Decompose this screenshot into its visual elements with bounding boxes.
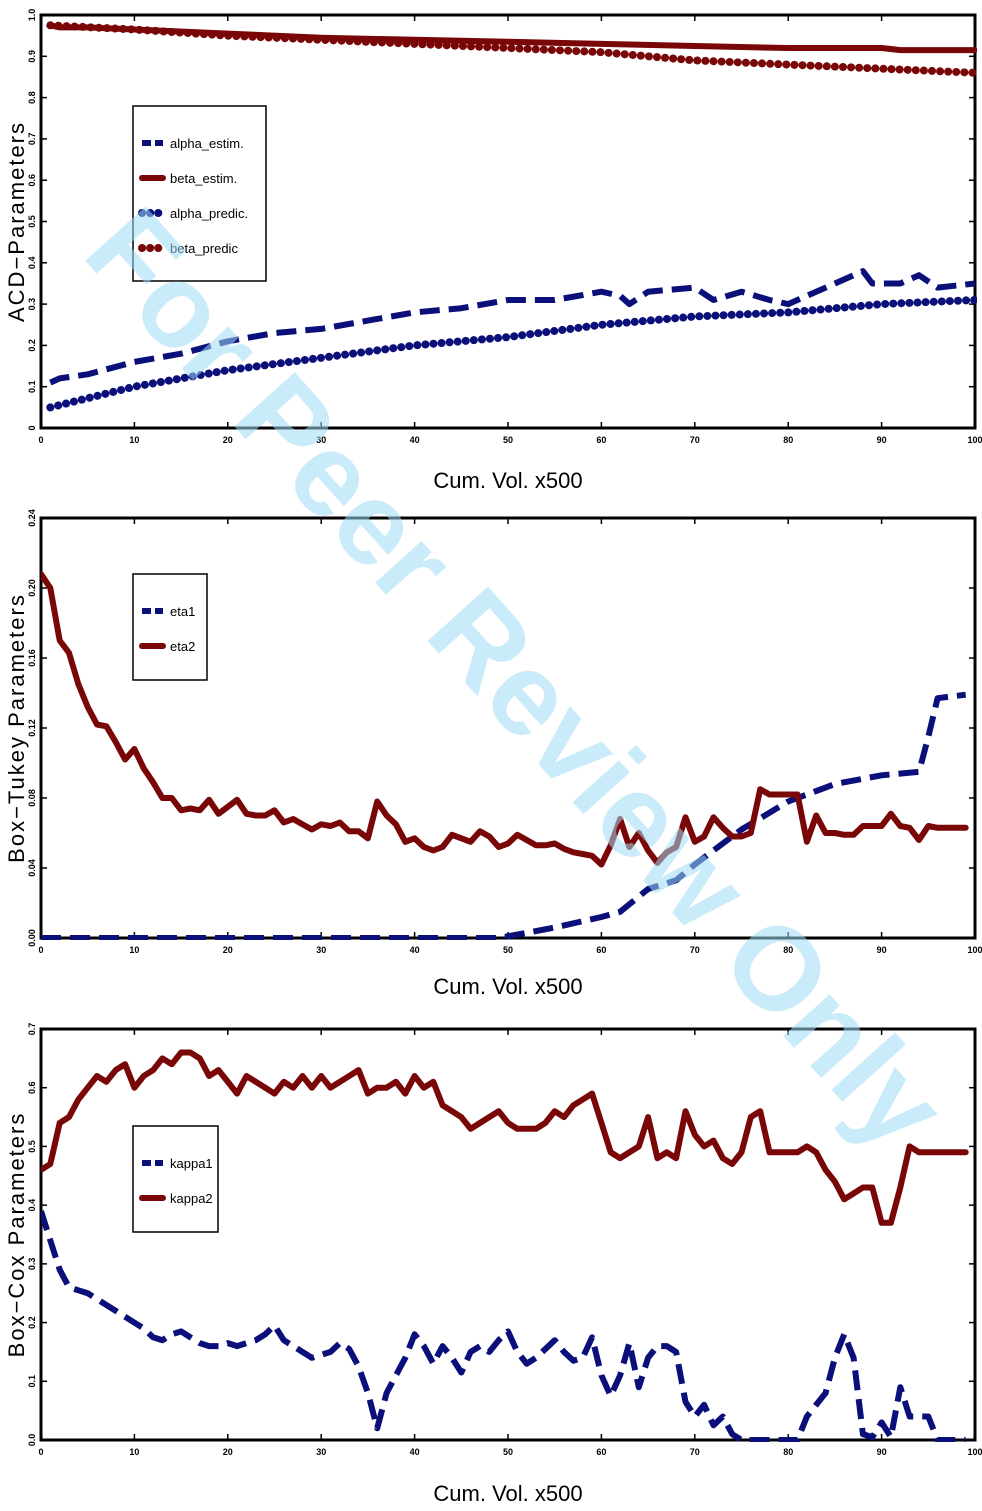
y-tick-label: 0.1: [27, 1375, 37, 1388]
x-tick-label: 40: [410, 945, 420, 955]
series-line-beta-predic: [46, 21, 977, 77]
legend: eta1 eta2: [132, 573, 208, 681]
x-tick-label: 80: [783, 435, 793, 445]
x-tick-label: 100: [967, 435, 982, 445]
x-tick-label: 20: [223, 945, 233, 955]
y-tick-label: 0.7: [27, 1023, 37, 1036]
series-line-kappa2: [41, 1049, 969, 1226]
legend-label: beta_predic: [170, 241, 238, 256]
series-line-alpha-predic: [46, 296, 977, 412]
legend-label: eta2: [170, 639, 195, 654]
acd-parameters-chart: 0 10 20 30 40 50 60 70 80 90 100 0 0.1 0.2 0.3 0.4 0.5 0.…: [4, 9, 982, 493]
legend-label: kappa2: [170, 1191, 213, 1206]
x-tick-label: 100: [967, 1447, 982, 1457]
x-tick-label: 50: [503, 1447, 513, 1457]
x-axis-label: Cum. Vol. x500: [433, 974, 582, 999]
legend: kappa1 kappa2: [132, 1125, 219, 1233]
y-tick-label: 0.4: [27, 1199, 37, 1212]
y-tick-label: 0.2: [27, 339, 37, 352]
x-tick-label: 70: [690, 945, 700, 955]
x-tick-label: 70: [690, 1447, 700, 1457]
y-tick-label: 0.1: [27, 380, 37, 393]
box-cox-parameters-chart: 0 10 20 30 40 50 60 70 80 90 100 0.0 0.1 0.2 0.3 0.4 0.5…: [4, 1023, 982, 1506]
y-tick-label: 0.00: [27, 929, 37, 947]
x-tick-label: 100: [967, 945, 982, 955]
x-tick-label: 0: [38, 435, 43, 445]
y-tick-label: 0.16: [27, 649, 37, 667]
y-tick-label: 0.4: [27, 257, 37, 270]
x-tick-label: 60: [596, 435, 606, 445]
x-tick-label: 20: [223, 1447, 233, 1457]
plot-frame: [39, 1027, 977, 1442]
y-tick-label: 0.08: [27, 789, 37, 807]
x-tick-label: 30: [316, 1447, 326, 1457]
y-tick-label: 0.6: [27, 174, 37, 187]
y-tick-label: 0.7: [27, 133, 37, 146]
box-tukey-parameters-chart: 0 10 20 30 40 50 60 70 80 90 100 0.00 0.04 0.08 0.12 0.…: [4, 509, 982, 999]
y-tick-label: 0.3: [27, 298, 37, 311]
y-tick-label: 0.0: [27, 1434, 37, 1447]
y-axis-label: Box−Cox Parameters: [4, 1112, 29, 1358]
x-tick-label: 60: [596, 945, 606, 955]
y-axis-label: ACD−Parameters: [4, 121, 29, 322]
legend-label: alpha_estim.: [170, 136, 244, 151]
x-tick-label: 0: [38, 1447, 43, 1457]
y-tick-label: 0.6: [27, 1081, 37, 1094]
series-group: [46, 21, 977, 412]
x-tick-label: 0: [38, 945, 43, 955]
y-tick-label: 0.04: [27, 859, 37, 877]
x-tick-label: 40: [410, 435, 420, 445]
y-tick-label: 0.3: [27, 1258, 37, 1271]
y-tick-label: 0.2: [27, 1316, 37, 1329]
legend-box: [132, 1125, 219, 1233]
y-tick-label: 0.5: [27, 1140, 37, 1153]
legend-label: alpha_predic.: [170, 206, 248, 221]
x-tick-label: 30: [316, 945, 326, 955]
y-tick-label: 1.0: [27, 9, 37, 22]
x-tick-label: 50: [503, 435, 513, 445]
y-tick-label: 0.9: [27, 50, 37, 63]
series-line-eta2: [41, 571, 969, 868]
legend-box: [132, 573, 208, 681]
x-tick-label: 50: [503, 945, 513, 955]
x-tick-label: 20: [223, 435, 233, 445]
x-axis-label: Cum. Vol. x500: [433, 468, 582, 493]
x-tick-label: 40: [410, 1447, 420, 1457]
y-tick-label: 0.20: [27, 579, 37, 597]
x-tick-label: 60: [596, 1447, 606, 1457]
y-axis-label: Box−Tukey Parameters: [4, 593, 29, 863]
y-tick-label: 0.12: [27, 719, 37, 737]
legend-box: [132, 105, 267, 282]
x-tick-label: 70: [690, 435, 700, 445]
legend-label: kappa1: [170, 1156, 213, 1171]
y-tick-label: 0.5: [27, 215, 37, 228]
x-tick-label: 90: [877, 1447, 887, 1457]
x-tick-label: 10: [129, 1447, 139, 1457]
legend-label: eta1: [170, 604, 195, 619]
series-line-alpha-estim: [49, 268, 976, 386]
series-group: [41, 571, 969, 940]
series-group: [41, 1049, 969, 1442]
series-line-kappa1: [41, 1210, 966, 1442]
x-tick-label: 10: [129, 435, 139, 445]
x-tick-label: 80: [783, 945, 793, 955]
y-tick-label: 0: [27, 425, 37, 430]
legend-label: beta_estim.: [170, 171, 237, 186]
series-line-eta1: [41, 691, 967, 940]
x-tick-label: 80: [783, 1447, 793, 1457]
y-tick-label: 0.24: [27, 509, 37, 527]
x-tick-label: 30: [316, 435, 326, 445]
x-tick-label: 90: [877, 945, 887, 955]
y-tick-label: 0.8: [27, 91, 37, 104]
x-tick-label: 90: [877, 435, 887, 445]
legend: alpha_estim. beta_estim. alpha_predic.beta…: [132, 105, 267, 282]
x-axis-label: Cum. Vol. x500: [433, 1481, 582, 1506]
x-tick-label: 10: [129, 945, 139, 955]
